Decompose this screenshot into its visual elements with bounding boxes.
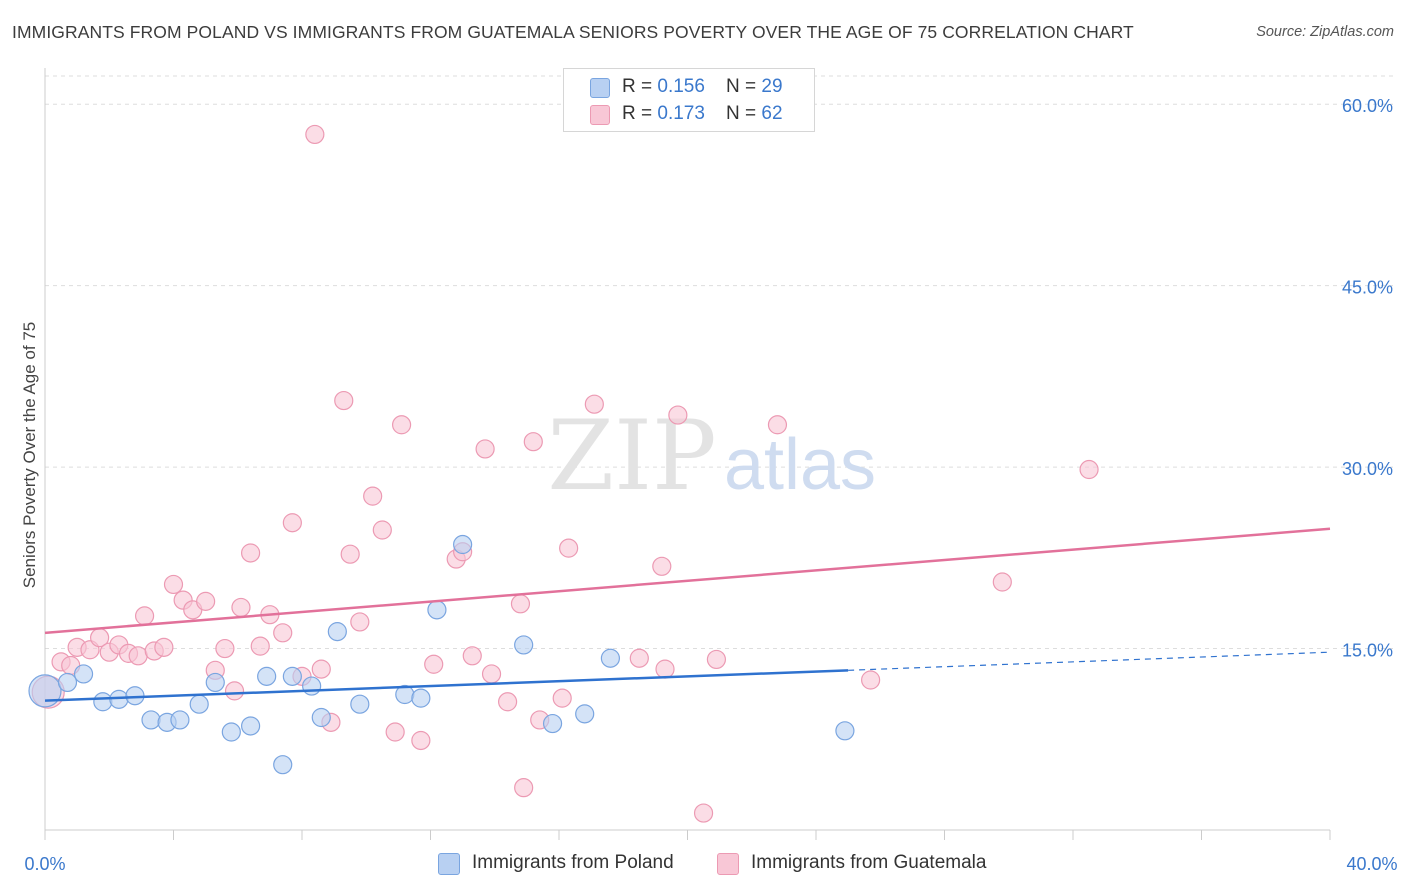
guatemala-point [514, 778, 534, 798]
legend-text-poland: R = 0.156 N = 29 [622, 76, 783, 97]
guatemala-point [385, 722, 405, 742]
guatemala-point [668, 405, 688, 425]
guatemala-point [510, 594, 531, 614]
chart-title: IMMIGRANTS FROM POLAND VS IMMIGRANTS FRO… [12, 22, 1134, 42]
guatemala-point [523, 432, 543, 452]
guatemala-point [652, 556, 672, 576]
source-label: Source: ZipAtlas.com [1256, 24, 1394, 40]
guatemala-point [552, 688, 572, 708]
guatemala-point [215, 638, 235, 659]
poland-point [350, 694, 370, 714]
poland-point [221, 722, 241, 742]
guatemala-point [706, 649, 727, 670]
legend-swatch-guatemala [590, 105, 610, 125]
legend-text-guatemala: R = 0.173 N = 62 [622, 103, 783, 124]
guatemala-point [340, 544, 360, 564]
poland-point [311, 707, 331, 728]
guatemala-point [350, 612, 370, 632]
guatemala-point [363, 486, 383, 506]
guatemala-point [231, 597, 251, 618]
bottom-legend-label-guatemala: Immigrants from Guatemala [751, 852, 987, 873]
x-tick-label: 40.0% [1346, 854, 1397, 874]
poland-point [327, 622, 347, 642]
trend-layer [44, 527, 1331, 702]
guatemala-point [163, 574, 184, 595]
poland-point [93, 692, 113, 712]
poland-point [109, 689, 129, 709]
guatemala-point [311, 659, 331, 679]
guatemala-point [241, 543, 261, 563]
poland-point [189, 694, 209, 714]
poland-point [453, 534, 473, 555]
poland-point [28, 674, 62, 708]
guatemala-point [655, 659, 675, 679]
guatemala-point [372, 520, 392, 540]
guatemala-point [475, 439, 495, 459]
guatemala-point [1079, 459, 1099, 480]
poland-point [273, 755, 293, 775]
guatemala-point [273, 623, 293, 643]
poland-point [302, 676, 322, 696]
watermark: ZIP atlas [547, 400, 876, 512]
x-tick-label: 0.0% [24, 854, 65, 874]
poland-point [835, 721, 855, 741]
bottom-legend-swatch-guatemala [717, 853, 739, 875]
guatemala-point [334, 390, 354, 411]
poland-point [57, 672, 78, 693]
poland-point [73, 664, 94, 684]
guatemala-point [481, 664, 502, 684]
guatemala-point [196, 591, 216, 611]
poland-point [257, 666, 277, 686]
guatemala-trend-line [44, 527, 1331, 635]
poland-point [205, 672, 225, 693]
bottom-legend-swatch-poland [438, 853, 460, 875]
guatemala-point [629, 648, 649, 668]
bottom-legend-label-poland: Immigrants from Poland [472, 852, 674, 873]
tick-label-layer: 15.0% 30.0% 45.0% 60.0% 0.0% 40.0% [24, 96, 1397, 874]
watermark-zip: ZIP [547, 400, 716, 512]
poland-trend-line [44, 669, 849, 702]
guatemala-point [391, 415, 412, 435]
guatemala-point [128, 646, 148, 666]
poland-point [575, 704, 595, 724]
legend-swatch-poland [590, 78, 610, 98]
guatemala-point [498, 692, 518, 712]
poland-point [411, 688, 431, 708]
poland-point [427, 600, 447, 620]
guatemala-point [693, 803, 714, 823]
y-tick-label: 30.0% [1342, 459, 1393, 479]
poland-point [542, 713, 563, 734]
poland-point [514, 635, 534, 655]
correlation-legend: R = 0.156 N = 29 R = 0.173 N = 62 [563, 68, 815, 132]
guatemala-point [282, 513, 302, 533]
guatemala-point [424, 654, 444, 674]
guatemala-point [224, 681, 245, 701]
y-tick-label: 60.0% [1342, 96, 1393, 116]
guatemala-point [992, 572, 1012, 592]
poland-point [141, 710, 161, 730]
guatemala-point [584, 394, 604, 414]
guatemala-point [305, 124, 325, 145]
guatemala-point [861, 670, 881, 690]
poland-point [241, 716, 261, 736]
poland-point [282, 666, 302, 686]
guatemala-point [462, 646, 482, 666]
guatemala-point [154, 637, 174, 657]
guatemala-point [134, 606, 155, 626]
poland-trend-extension [848, 651, 1331, 671]
poland-point [600, 648, 621, 668]
guatemala-point [559, 538, 579, 558]
guatemala-point [250, 636, 270, 656]
y-tick-label: 45.0% [1342, 278, 1393, 298]
guatemala-point [767, 415, 788, 435]
grid-layer [45, 75, 1395, 650]
y-tick-label: 15.0% [1342, 641, 1393, 661]
poland-point [170, 710, 190, 730]
points-layer [28, 124, 1099, 823]
watermark-atlas: atlas [724, 425, 876, 505]
guatemala-point [411, 730, 431, 751]
